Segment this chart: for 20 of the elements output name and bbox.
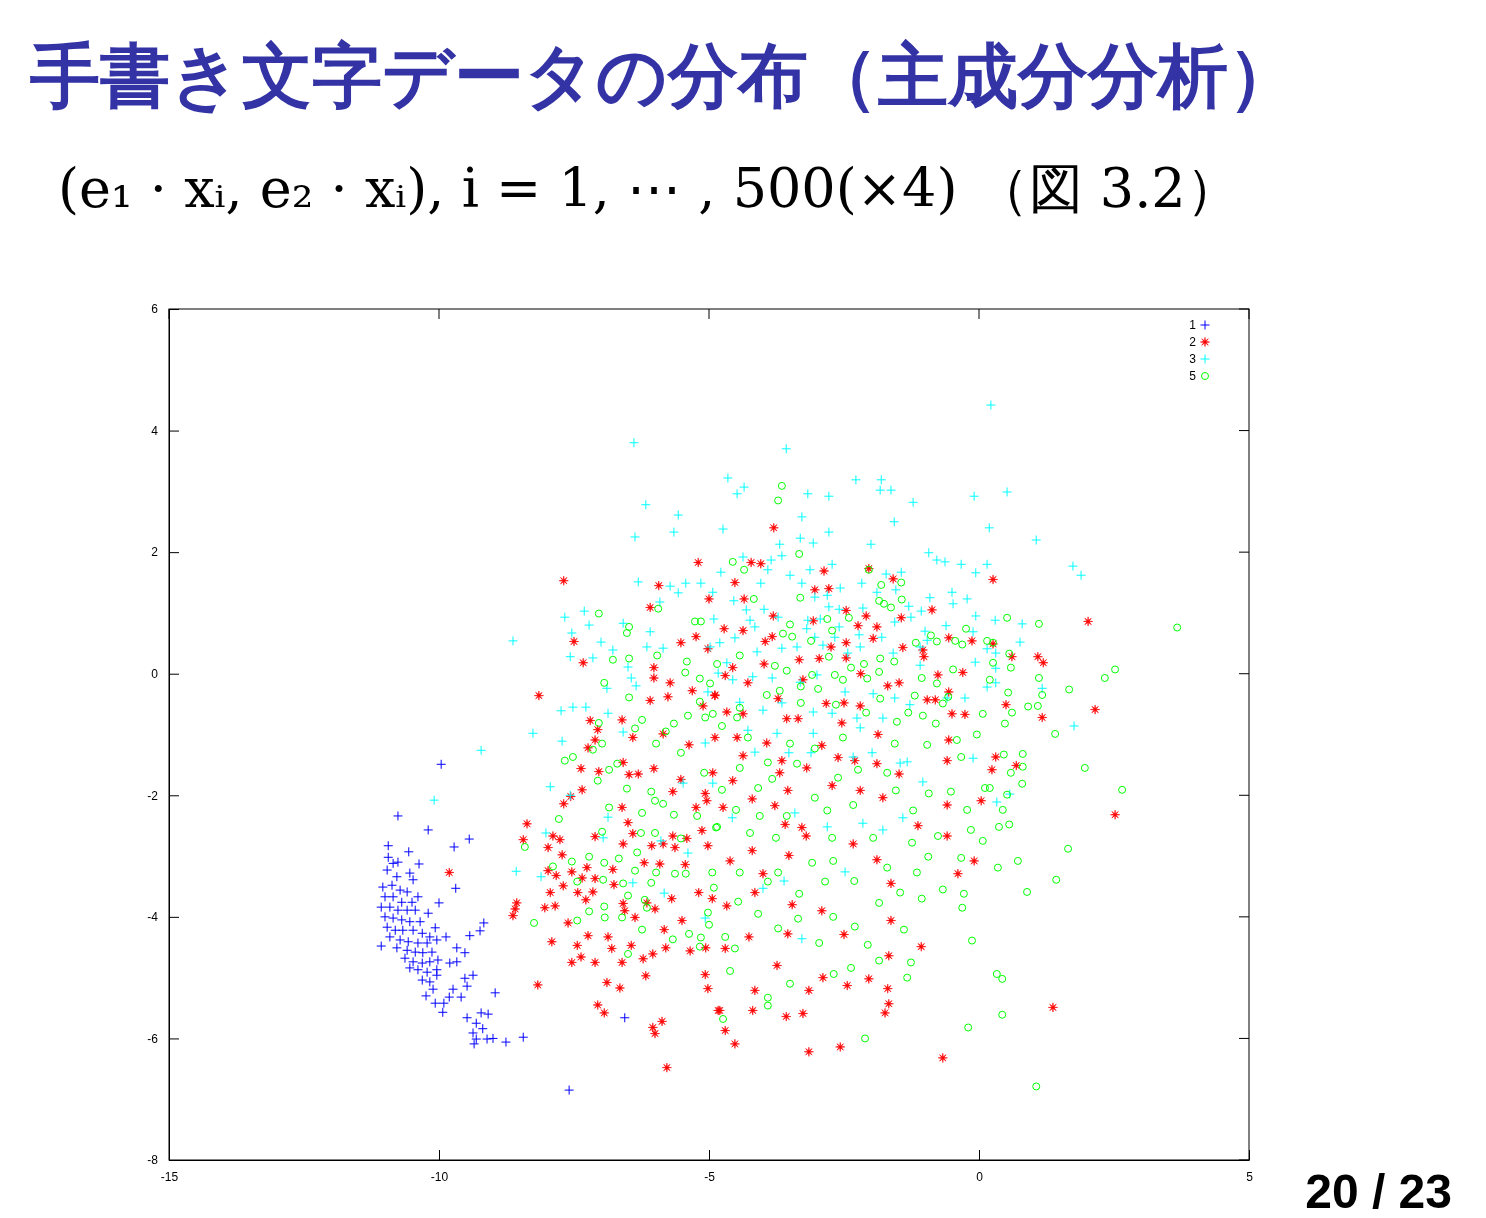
legend-label: 1	[1189, 318, 1197, 333]
text: 20 / 23	[1305, 1165, 1452, 1218]
y-tick-label: -4	[147, 910, 159, 925]
y-tick-label: -6	[147, 1031, 159, 1046]
x-tick-label: 0	[976, 1169, 984, 1184]
y-tick-label: -8	[147, 1153, 159, 1168]
chart-subtitle: (e₁ · xᵢ, e₂ · xᵢ), i = 1, ⋯ , 500(×4) （図 3.2）	[58, 157, 1240, 220]
legend-label: 5	[1189, 369, 1197, 384]
y-tick-label: 2	[151, 545, 159, 560]
y-tick-label: 4	[151, 423, 159, 438]
x-tick-label: -5	[704, 1169, 716, 1184]
y-tick-label: -2	[147, 788, 159, 803]
y-tick-label: 6	[151, 302, 159, 317]
x-tick-label: -15	[160, 1169, 179, 1184]
legend-label: 3	[1189, 352, 1197, 367]
x-tick-label: -10	[430, 1169, 449, 1184]
legend-label: 2	[1189, 335, 1197, 350]
chart-title: 手書き文字データの分布（主成分分析）	[30, 35, 1298, 117]
x-tick-label: 5	[1246, 1169, 1254, 1184]
y-tick-label: 0	[151, 667, 159, 682]
